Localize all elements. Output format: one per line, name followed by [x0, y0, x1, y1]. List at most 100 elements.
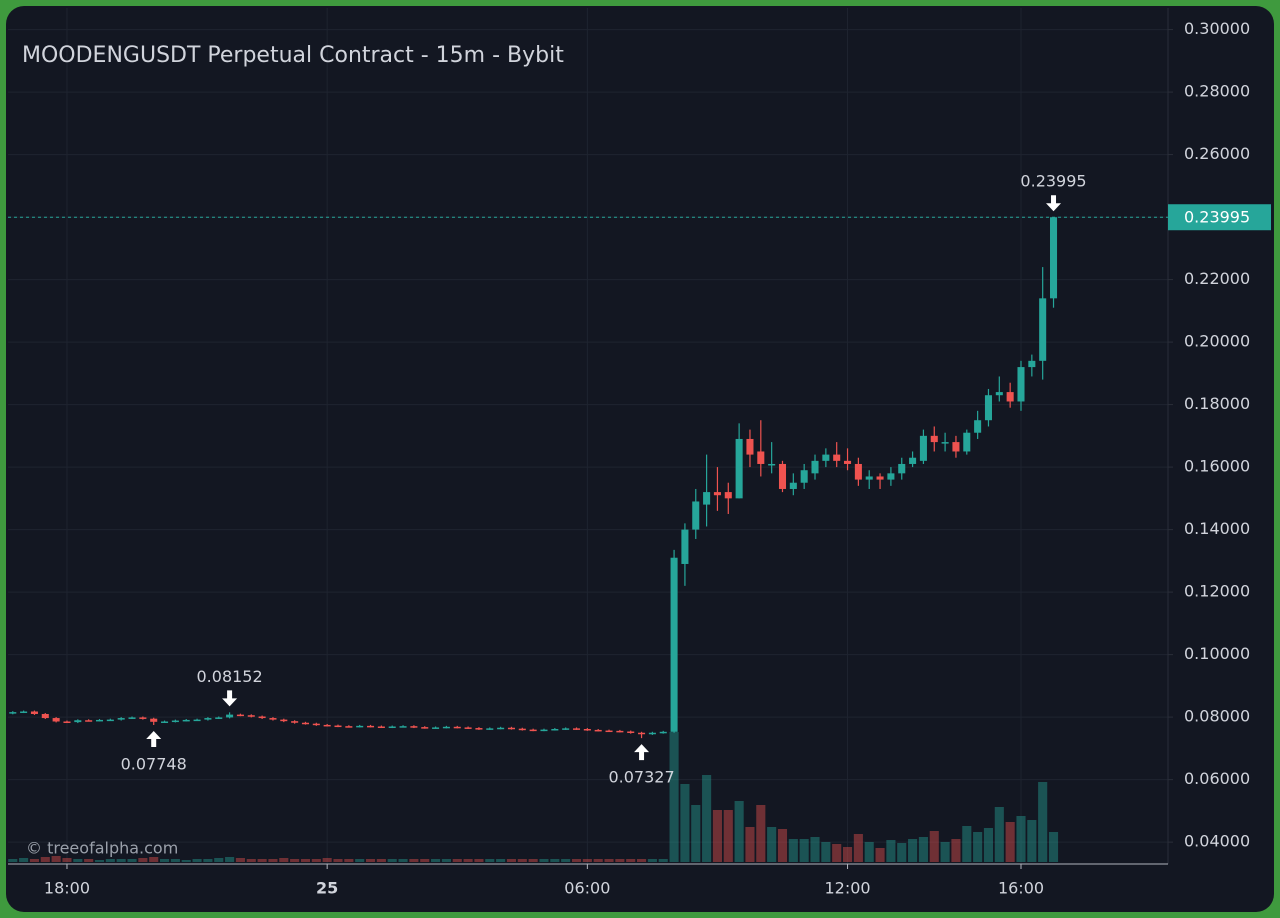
volume-bar [929, 831, 939, 862]
volume-bar [669, 732, 679, 862]
candle-body [507, 727, 515, 730]
volume-bar [40, 857, 50, 862]
volume-bar [897, 843, 907, 862]
candle-body [161, 721, 169, 723]
volume-bar [702, 775, 712, 862]
y-tick-label: 0.14000 [1184, 519, 1250, 538]
candle-body [984, 395, 992, 421]
volume-bar [767, 827, 777, 862]
volume-bar [159, 859, 170, 862]
volume-bar [409, 859, 419, 862]
volume-bar [756, 805, 766, 862]
volume-bar [19, 858, 29, 862]
volume-bar [365, 859, 376, 862]
candle-body [150, 718, 158, 722]
annotation-label: 0.23995 [1020, 172, 1086, 191]
candle-body [648, 732, 656, 735]
candle-body [518, 728, 526, 731]
candle-body [356, 725, 364, 728]
volume-bar [983, 828, 994, 862]
candle-body [616, 730, 624, 733]
volume-bar [842, 847, 853, 862]
volume-bar [8, 859, 18, 862]
x-tick-label: 18:00 [44, 879, 90, 898]
volume-bar [1005, 822, 1015, 862]
candle-body [291, 721, 299, 723]
volume-bar [1016, 816, 1026, 862]
volume-bar [582, 859, 592, 862]
volume-bar [875, 848, 885, 862]
volume-layer [8, 732, 1059, 862]
y-tick-label: 0.12000 [1184, 582, 1250, 601]
volume-bar [712, 810, 722, 862]
y-tick-label: 0.10000 [1184, 644, 1250, 663]
candle-body [833, 454, 841, 461]
volume-bar [127, 859, 137, 862]
volume-bar [311, 859, 321, 862]
volume-bar [680, 784, 690, 862]
candle-body [865, 476, 873, 480]
volume-bar [951, 839, 961, 862]
candle-body [1049, 217, 1058, 299]
volume-bar [918, 837, 928, 862]
candle-body [95, 719, 104, 722]
volume-bar [246, 859, 256, 862]
y-tick-label: 0.20000 [1184, 332, 1250, 351]
volume-bar [214, 858, 224, 862]
volume-bar [51, 856, 61, 862]
candle-body [367, 725, 375, 728]
candle-body [312, 723, 320, 726]
volume-bar [431, 859, 441, 862]
volume-bar [799, 839, 809, 862]
volume-bar [615, 859, 625, 862]
annotation-arrow [634, 744, 650, 761]
last-price-box [1168, 204, 1271, 231]
y-tick-label: 0.08000 [1184, 707, 1250, 726]
candle-body [247, 715, 255, 717]
volume-bar [279, 858, 289, 862]
volume-bar [463, 859, 473, 862]
volume-bar [745, 827, 755, 862]
candle-body [844, 460, 852, 464]
candle-body [258, 716, 266, 719]
volume-bar [647, 859, 657, 862]
candle-body [551, 728, 559, 731]
candle-body [85, 720, 93, 722]
candle-body [432, 727, 440, 729]
annotation-label: 0.07327 [608, 768, 674, 787]
candle-body [41, 713, 49, 719]
volume-bar [973, 832, 983, 862]
candle-body [171, 720, 179, 723]
volume-bar [29, 859, 40, 862]
candle-body [388, 726, 396, 728]
candle-layer [9, 217, 1058, 739]
annotation-arrow [222, 690, 238, 707]
candle-body [562, 728, 570, 730]
candle-body [594, 729, 602, 732]
candle-body [703, 492, 711, 505]
y-tick-label: 0.04000 [1184, 832, 1250, 851]
volume-bar [1038, 782, 1048, 862]
candle-body [193, 719, 201, 722]
volume-bar [821, 842, 831, 862]
annotation-arrow [1046, 195, 1062, 212]
candle-body [236, 714, 244, 717]
candle-body [659, 731, 667, 734]
volume-bar [1048, 832, 1059, 862]
volume-bar [528, 859, 538, 862]
candle-body [995, 392, 1003, 396]
candle-body [323, 724, 331, 727]
volume-bar [116, 859, 126, 862]
volume-bar [658, 859, 668, 862]
candle-body [811, 460, 819, 474]
volume-bar [387, 859, 397, 862]
volume-bar [777, 829, 788, 862]
candle-body [226, 714, 234, 718]
candle-body [345, 726, 353, 728]
panel [6, 6, 1274, 912]
candle-body [800, 470, 808, 483]
candle-body [74, 720, 82, 723]
volume-bar [864, 842, 874, 862]
